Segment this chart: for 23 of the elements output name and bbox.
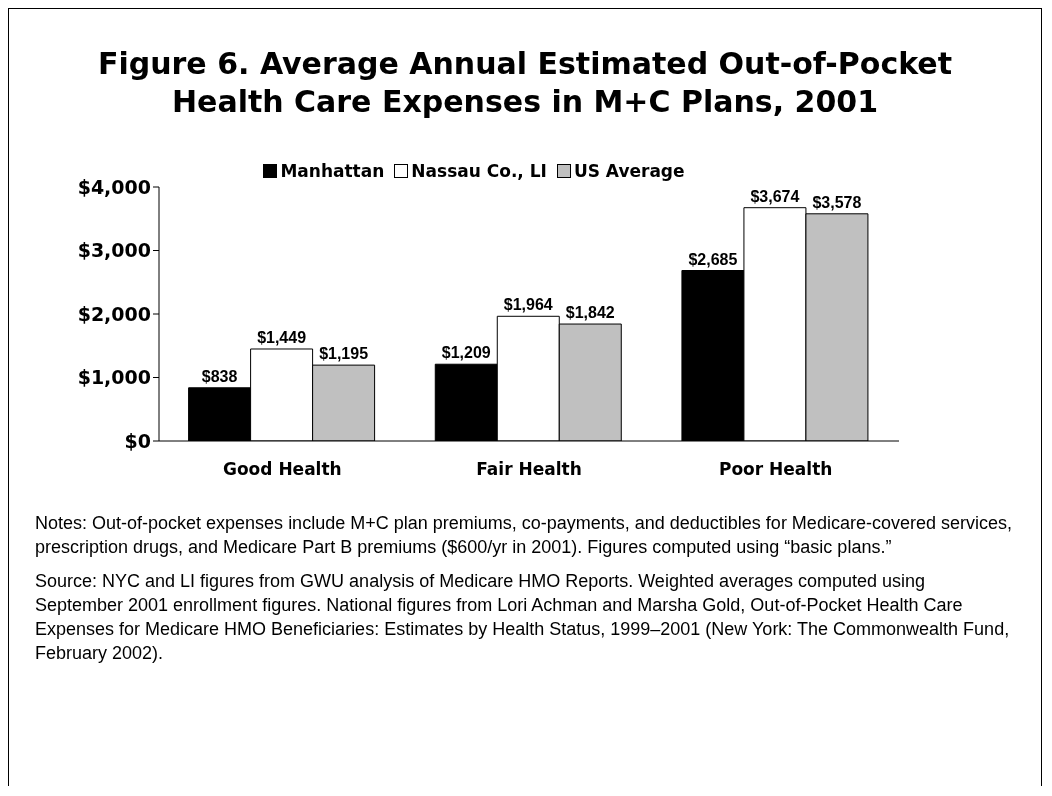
data-label: $1,209: [441, 344, 491, 362]
source-note: Source: NYC and LI figures from GWU analysis of Medicare HMO Reports. Weighted averages computed using September 2001 enrollment figures. National figures from Lori Achman and Marsha Gold, Out-of-Pocket Health Care Expenses for Medicare HMO Beneficiaries: Estimates by Health Status, 1999–2001 (New York: The Commonwealth Fund, February 2002).: [35, 570, 1011, 665]
x-tick-label: Good Health: [222, 459, 342, 480]
data-label: $1,964: [503, 296, 553, 314]
y-tick-label: $2,000: [77, 302, 151, 325]
legend-label: US Average: [573, 161, 685, 181]
x-tick-label: Fair Health: [476, 459, 582, 480]
data-label: $1,842: [565, 304, 615, 322]
data-label: $3,674: [750, 187, 800, 205]
y-tick-label: $3,000: [77, 239, 151, 262]
x-tick-label: Poor Health: [718, 459, 833, 480]
text: Notes: Out-of-pocket expenses include M+C plan premiums, co-payments, and deductibles for Medicare-covered services, prescription drugs, and Medicare Part B premiums ($600/yr in 2001). Figures computed using “basic plans.”: [35, 512, 1013, 559]
y-tick-label: $1,000: [77, 366, 151, 389]
data-label: $1,449: [257, 328, 307, 346]
data-label: $838: [201, 367, 238, 385]
data-label: $2,685: [688, 250, 738, 268]
data-label: $1,195: [319, 345, 369, 363]
y-tick-label: $0: [124, 429, 151, 452]
chart-title: Figure 6. Average Annual Estimated Out-of-Pocket Health Care Expenses in M+C Plans, 2001: [96, 45, 954, 121]
data-label: $3,578: [812, 193, 862, 211]
legend-label: Nassau Co., LI: [411, 161, 547, 181]
legend-label: Manhattan: [280, 161, 385, 181]
y-tick-label: $4,000: [77, 175, 151, 198]
